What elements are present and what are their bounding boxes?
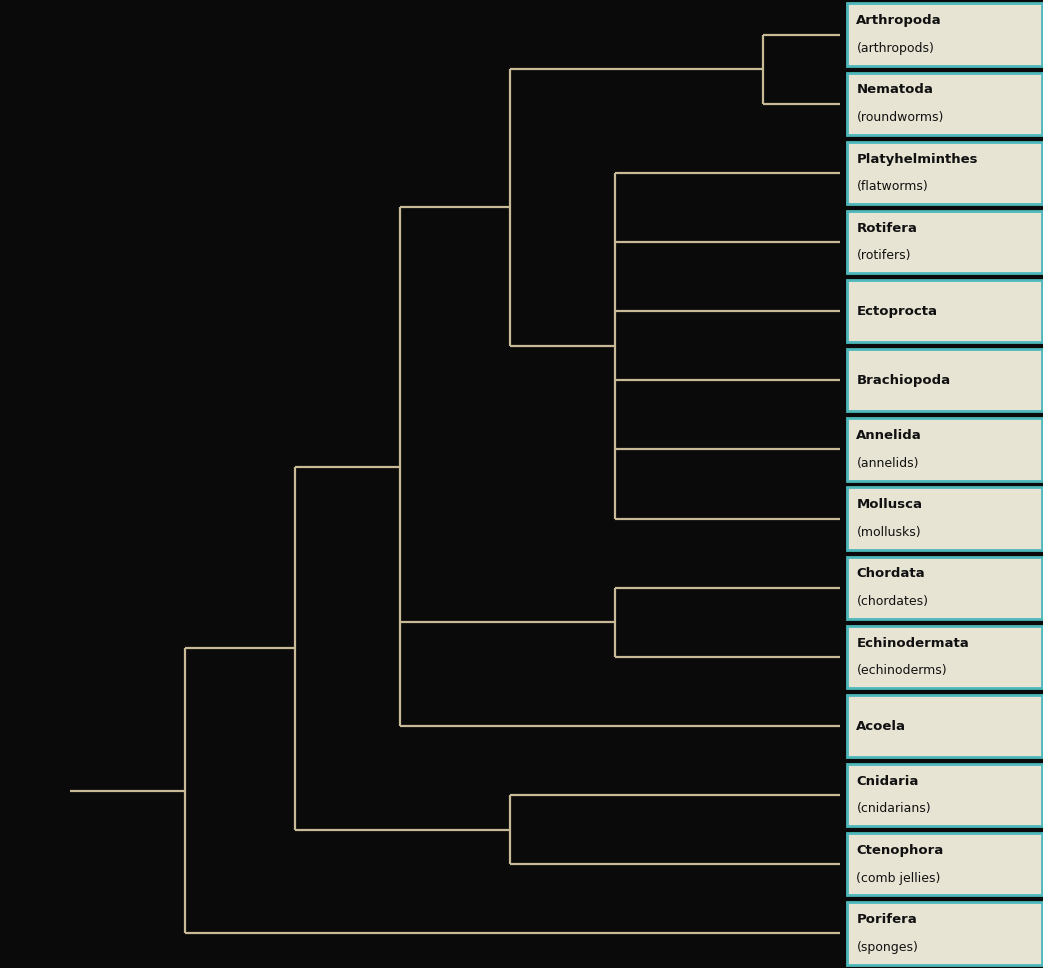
Text: Cnidaria: Cnidaria (856, 774, 919, 788)
Text: Brachiopoda: Brachiopoda (856, 374, 950, 387)
Text: Ctenophora: Ctenophora (856, 844, 944, 857)
Text: Acoela: Acoela (856, 719, 906, 733)
Text: (echinoderms): (echinoderms) (856, 664, 947, 678)
Text: Annelida: Annelida (856, 429, 922, 442)
Text: Rotifera: Rotifera (856, 222, 917, 234)
FancyBboxPatch shape (848, 211, 1042, 273)
FancyBboxPatch shape (848, 280, 1042, 343)
FancyBboxPatch shape (848, 833, 1042, 895)
Text: Platyhelminthes: Platyhelminthes (856, 153, 978, 166)
Text: (rotifers): (rotifers) (856, 250, 911, 262)
FancyBboxPatch shape (848, 141, 1042, 204)
Text: Ectoprocta: Ectoprocta (856, 305, 938, 318)
Text: Arthropoda: Arthropoda (856, 15, 942, 27)
FancyBboxPatch shape (848, 902, 1042, 964)
FancyBboxPatch shape (848, 764, 1042, 827)
FancyBboxPatch shape (848, 349, 1042, 411)
FancyBboxPatch shape (848, 488, 1042, 550)
Text: Nematoda: Nematoda (856, 83, 933, 97)
Text: Porifera: Porifera (856, 913, 917, 926)
Text: Echinodermata: Echinodermata (856, 637, 969, 650)
FancyBboxPatch shape (848, 557, 1042, 619)
Text: (cnidarians): (cnidarians) (856, 802, 931, 815)
Text: (flatworms): (flatworms) (856, 180, 928, 194)
FancyBboxPatch shape (848, 695, 1042, 757)
Text: (chordates): (chordates) (856, 595, 928, 608)
Text: (comb jellies): (comb jellies) (856, 871, 941, 885)
Text: (annelids): (annelids) (856, 457, 919, 469)
FancyBboxPatch shape (848, 4, 1042, 66)
FancyBboxPatch shape (848, 625, 1042, 688)
Text: (arthropods): (arthropods) (856, 42, 935, 55)
Text: (mollusks): (mollusks) (856, 526, 921, 539)
FancyBboxPatch shape (848, 418, 1042, 480)
FancyBboxPatch shape (848, 73, 1042, 135)
Text: Chordata: Chordata (856, 567, 925, 581)
Text: (sponges): (sponges) (856, 941, 918, 953)
Text: (roundworms): (roundworms) (856, 111, 944, 124)
Text: Mollusca: Mollusca (856, 499, 922, 511)
